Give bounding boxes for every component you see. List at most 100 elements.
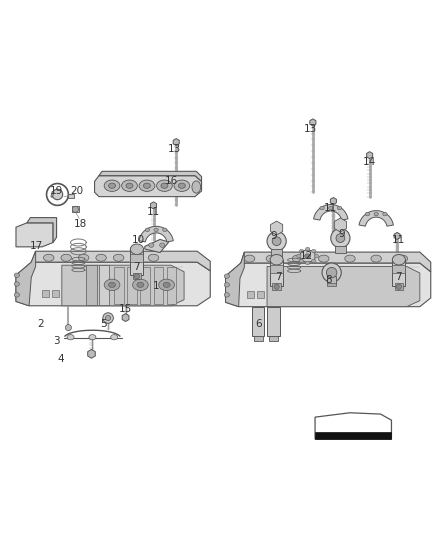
Polygon shape xyxy=(16,223,53,247)
Ellipse shape xyxy=(396,284,402,289)
Ellipse shape xyxy=(174,180,190,191)
Text: 12: 12 xyxy=(300,251,313,261)
Polygon shape xyxy=(27,217,57,243)
Ellipse shape xyxy=(106,316,111,321)
Text: 9: 9 xyxy=(270,231,277,241)
Text: 11: 11 xyxy=(147,207,160,217)
Ellipse shape xyxy=(61,254,71,261)
Bar xyxy=(258,291,265,298)
Bar xyxy=(86,265,97,305)
Ellipse shape xyxy=(272,237,281,246)
Bar xyxy=(268,306,280,336)
Text: 18: 18 xyxy=(74,219,87,229)
Ellipse shape xyxy=(320,206,324,210)
Bar xyxy=(335,246,346,253)
Ellipse shape xyxy=(162,228,167,231)
Text: 20: 20 xyxy=(71,187,84,196)
Ellipse shape xyxy=(134,274,140,279)
Ellipse shape xyxy=(292,255,303,262)
Ellipse shape xyxy=(148,254,159,261)
Ellipse shape xyxy=(331,229,350,248)
Ellipse shape xyxy=(43,254,54,261)
Bar xyxy=(114,266,124,304)
Ellipse shape xyxy=(304,254,311,258)
Polygon shape xyxy=(367,152,373,159)
Ellipse shape xyxy=(109,282,116,287)
Ellipse shape xyxy=(224,282,230,287)
Bar xyxy=(327,283,336,286)
Text: 6: 6 xyxy=(255,319,261,329)
Ellipse shape xyxy=(159,243,165,247)
Ellipse shape xyxy=(131,244,144,254)
Ellipse shape xyxy=(318,255,329,262)
Bar xyxy=(269,336,278,341)
Polygon shape xyxy=(122,313,129,321)
Ellipse shape xyxy=(145,228,150,231)
Ellipse shape xyxy=(103,313,113,323)
Ellipse shape xyxy=(224,274,230,278)
Polygon shape xyxy=(31,251,210,271)
Polygon shape xyxy=(314,205,348,220)
Polygon shape xyxy=(173,139,179,146)
Ellipse shape xyxy=(266,255,277,262)
Ellipse shape xyxy=(374,212,378,216)
Polygon shape xyxy=(51,191,54,198)
Bar xyxy=(72,206,79,212)
Ellipse shape xyxy=(311,249,316,253)
Ellipse shape xyxy=(96,254,106,261)
Text: 13: 13 xyxy=(168,143,181,154)
Polygon shape xyxy=(16,262,210,306)
Ellipse shape xyxy=(267,231,286,251)
Ellipse shape xyxy=(111,335,118,340)
Text: 14: 14 xyxy=(363,157,376,167)
Text: 7: 7 xyxy=(133,262,139,271)
Text: 2: 2 xyxy=(38,319,44,329)
Ellipse shape xyxy=(299,249,304,253)
Ellipse shape xyxy=(383,212,387,216)
Polygon shape xyxy=(62,265,184,306)
Text: 16: 16 xyxy=(164,176,177,187)
Ellipse shape xyxy=(397,255,408,262)
Ellipse shape xyxy=(305,247,310,251)
Text: 5: 5 xyxy=(100,319,106,329)
Bar xyxy=(131,254,144,262)
Bar xyxy=(141,266,150,304)
Polygon shape xyxy=(359,211,393,226)
Bar xyxy=(395,284,403,290)
Bar xyxy=(153,266,163,304)
Bar xyxy=(42,290,49,297)
Ellipse shape xyxy=(139,180,155,191)
Text: 11: 11 xyxy=(324,203,337,213)
Polygon shape xyxy=(270,260,283,286)
Ellipse shape xyxy=(122,180,138,191)
Bar xyxy=(166,266,176,304)
Ellipse shape xyxy=(14,273,19,277)
Ellipse shape xyxy=(159,279,174,290)
Text: 13: 13 xyxy=(304,124,317,134)
Ellipse shape xyxy=(224,293,230,297)
Bar xyxy=(272,284,281,290)
Polygon shape xyxy=(330,198,336,205)
Ellipse shape xyxy=(14,282,19,286)
Ellipse shape xyxy=(192,181,201,193)
Ellipse shape xyxy=(78,254,89,261)
Ellipse shape xyxy=(104,279,120,290)
Ellipse shape xyxy=(65,325,71,330)
Bar xyxy=(133,273,141,279)
Text: 7: 7 xyxy=(275,272,281,282)
Text: 19: 19 xyxy=(50,187,63,196)
Bar xyxy=(270,265,283,273)
Ellipse shape xyxy=(133,279,148,290)
Polygon shape xyxy=(151,202,156,209)
Ellipse shape xyxy=(299,259,304,263)
Bar xyxy=(327,276,336,284)
Ellipse shape xyxy=(336,234,345,243)
Polygon shape xyxy=(88,350,95,358)
Ellipse shape xyxy=(322,263,341,282)
Ellipse shape xyxy=(392,254,406,265)
Polygon shape xyxy=(315,432,392,439)
Ellipse shape xyxy=(137,282,144,287)
Ellipse shape xyxy=(154,228,158,231)
Ellipse shape xyxy=(311,259,316,263)
Ellipse shape xyxy=(314,254,318,258)
